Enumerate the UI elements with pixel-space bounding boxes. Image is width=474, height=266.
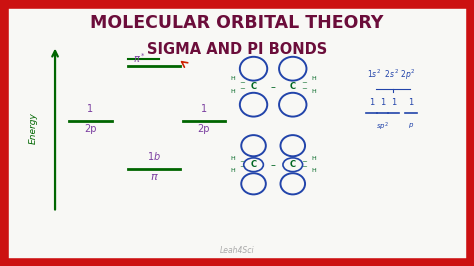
Text: H: H — [230, 156, 235, 161]
Text: ~: ~ — [239, 164, 245, 170]
Text: SIGMA AND PI BONDS: SIGMA AND PI BONDS — [147, 42, 327, 57]
Text: ~: ~ — [239, 80, 245, 86]
Text: Energy: Energy — [28, 112, 37, 144]
Text: 2p: 2p — [198, 124, 210, 134]
Text: ~: ~ — [301, 86, 308, 92]
Text: 2p: 2p — [84, 124, 97, 134]
Text: 1: 1 — [391, 98, 396, 107]
Text: ~: ~ — [301, 159, 308, 165]
Text: H: H — [230, 76, 235, 81]
Text: 1: 1 — [380, 98, 385, 107]
Text: –: – — [271, 82, 275, 92]
Text: $p$: $p$ — [408, 120, 414, 130]
Text: ~: ~ — [301, 80, 308, 86]
Text: C: C — [290, 82, 296, 91]
Text: C: C — [250, 82, 256, 91]
Text: $sp^2$: $sp^2$ — [376, 120, 389, 133]
Text: MOLECULAR ORBITAL THEORY: MOLECULAR ORBITAL THEORY — [91, 14, 383, 32]
Text: ~: ~ — [239, 159, 245, 165]
Text: $1b$: $1b$ — [147, 150, 161, 162]
Text: 1: 1 — [87, 105, 93, 114]
Text: 1: 1 — [201, 105, 207, 114]
Text: $\pi$: $\pi$ — [150, 172, 159, 182]
Text: 1: 1 — [369, 98, 374, 107]
Text: H: H — [312, 89, 317, 94]
Text: H: H — [312, 168, 317, 173]
Text: H: H — [230, 89, 235, 94]
Text: C: C — [290, 160, 296, 169]
Text: H: H — [230, 168, 235, 173]
Text: 1: 1 — [408, 98, 413, 107]
Text: ~: ~ — [239, 86, 245, 92]
Text: H: H — [312, 156, 317, 161]
Text: C: C — [250, 160, 256, 169]
Text: $1s^2\ \ 2s^2\ 2p^2$: $1s^2\ \ 2s^2\ 2p^2$ — [366, 68, 415, 82]
Text: ~: ~ — [301, 164, 308, 170]
Text: $\pi^*$: $\pi^*$ — [133, 51, 146, 65]
Text: –: – — [271, 160, 275, 170]
Text: Leah4Sci: Leah4Sci — [219, 246, 255, 255]
Text: H: H — [312, 76, 317, 81]
